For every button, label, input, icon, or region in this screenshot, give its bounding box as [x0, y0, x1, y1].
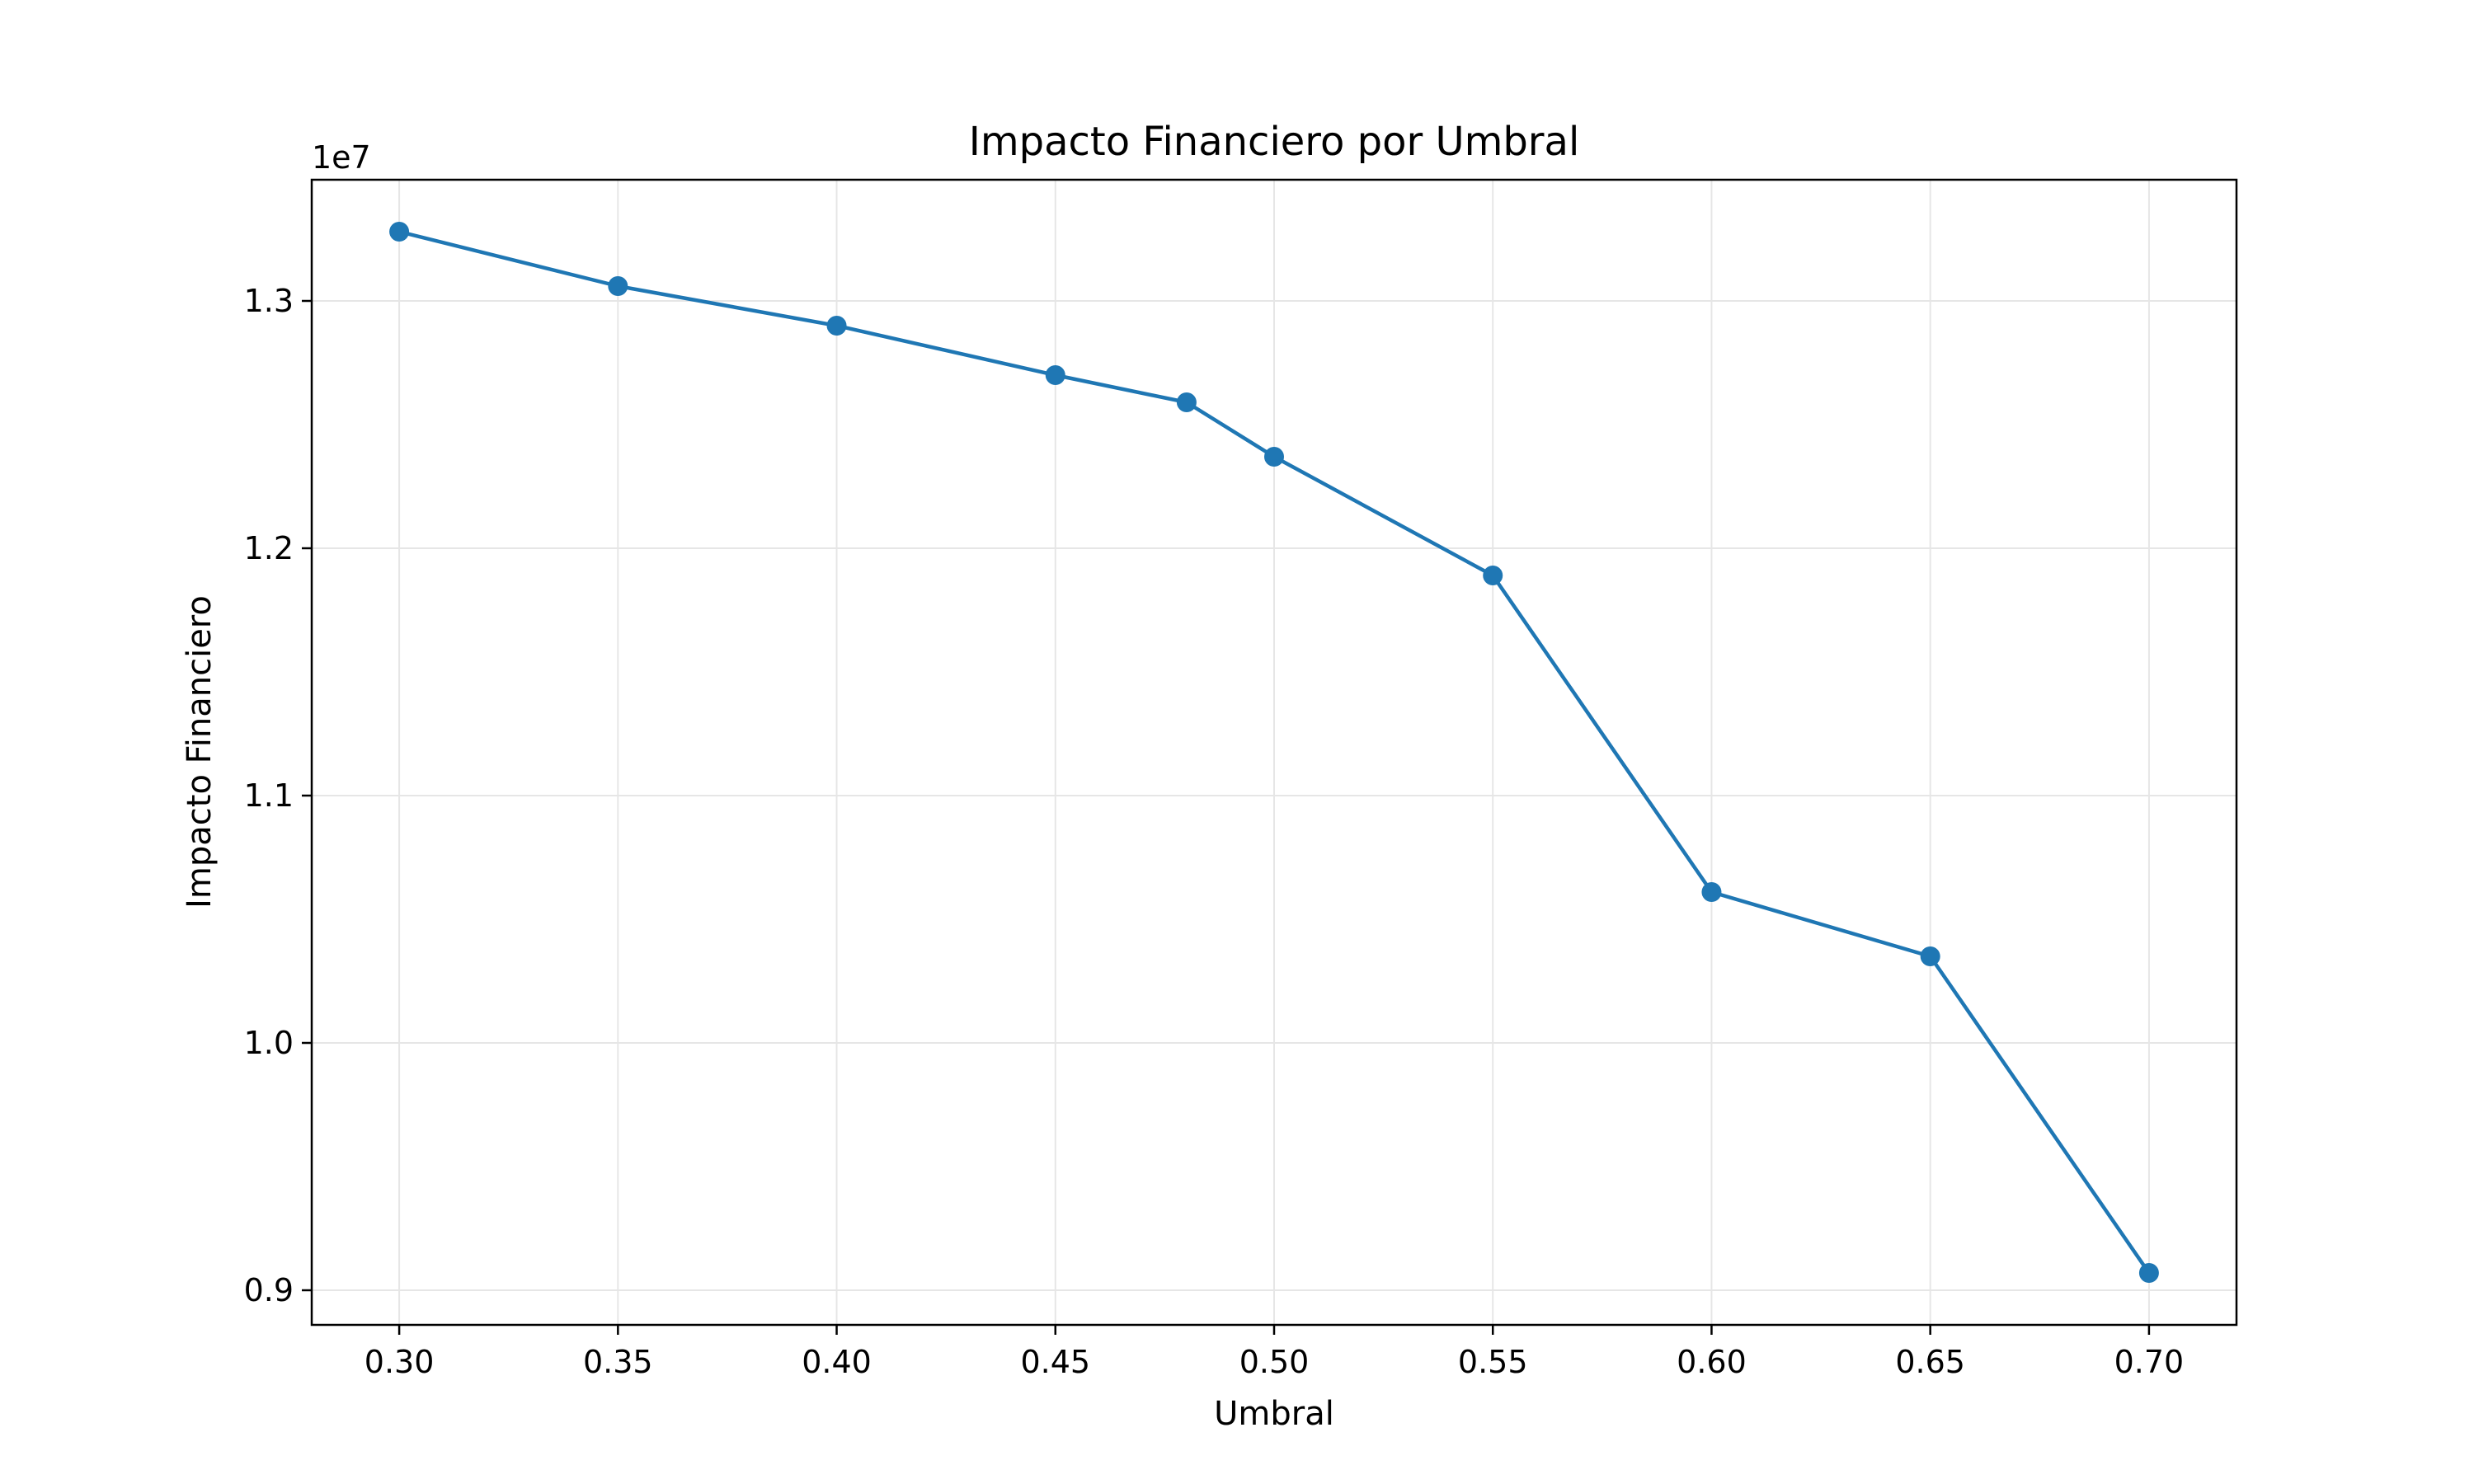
- data-point: [1920, 946, 1940, 966]
- x-tick-label: 0.40: [802, 1344, 872, 1380]
- data-point: [389, 222, 410, 242]
- data-point: [826, 316, 847, 336]
- x-tick-label: 0.65: [1895, 1344, 1965, 1380]
- data-point: [1483, 566, 1503, 585]
- data-point: [1176, 392, 1197, 412]
- y-tick-label: 1.1: [244, 777, 294, 814]
- x-axis-ticks: 0.30 0.35 0.40 0.45 0.50 0.55 0.60 0.65 0.70: [365, 1325, 2184, 1380]
- data-point: [1045, 365, 1065, 385]
- y-tick-label: 1.2: [244, 530, 294, 566]
- x-tick-label: 0.35: [583, 1344, 653, 1380]
- x-tick-label: 0.55: [1458, 1344, 1528, 1380]
- x-tick-label: 0.50: [1239, 1344, 1310, 1380]
- series-layer: [389, 222, 2159, 1283]
- x-tick-label: 0.60: [1677, 1344, 1747, 1380]
- y-axis-offset-label: 1e7: [312, 139, 371, 176]
- y-axis-label: Impacto Financiero: [181, 595, 219, 909]
- x-tick-label: 0.70: [2114, 1344, 2185, 1380]
- data-point: [608, 276, 628, 296]
- y-tick-label: 0.9: [244, 1272, 294, 1308]
- data-point: [1264, 447, 1284, 467]
- x-tick-label: 0.45: [1020, 1344, 1090, 1380]
- y-axis-ticks: 0.9 1.0 1.1 1.2 1.3: [244, 283, 312, 1308]
- grid-lines: [312, 180, 2236, 1325]
- x-tick-label: 0.30: [365, 1344, 435, 1380]
- data-point: [2138, 1263, 2159, 1283]
- series-line: [398, 229, 2151, 1275]
- data-point: [1701, 882, 1722, 902]
- x-axis-label: Umbral: [1214, 1395, 1334, 1433]
- y-tick-label: 1.3: [244, 283, 294, 319]
- y-tick-label: 1.0: [244, 1025, 294, 1061]
- chart-title: Impacto Financiero por Umbral: [969, 119, 1580, 165]
